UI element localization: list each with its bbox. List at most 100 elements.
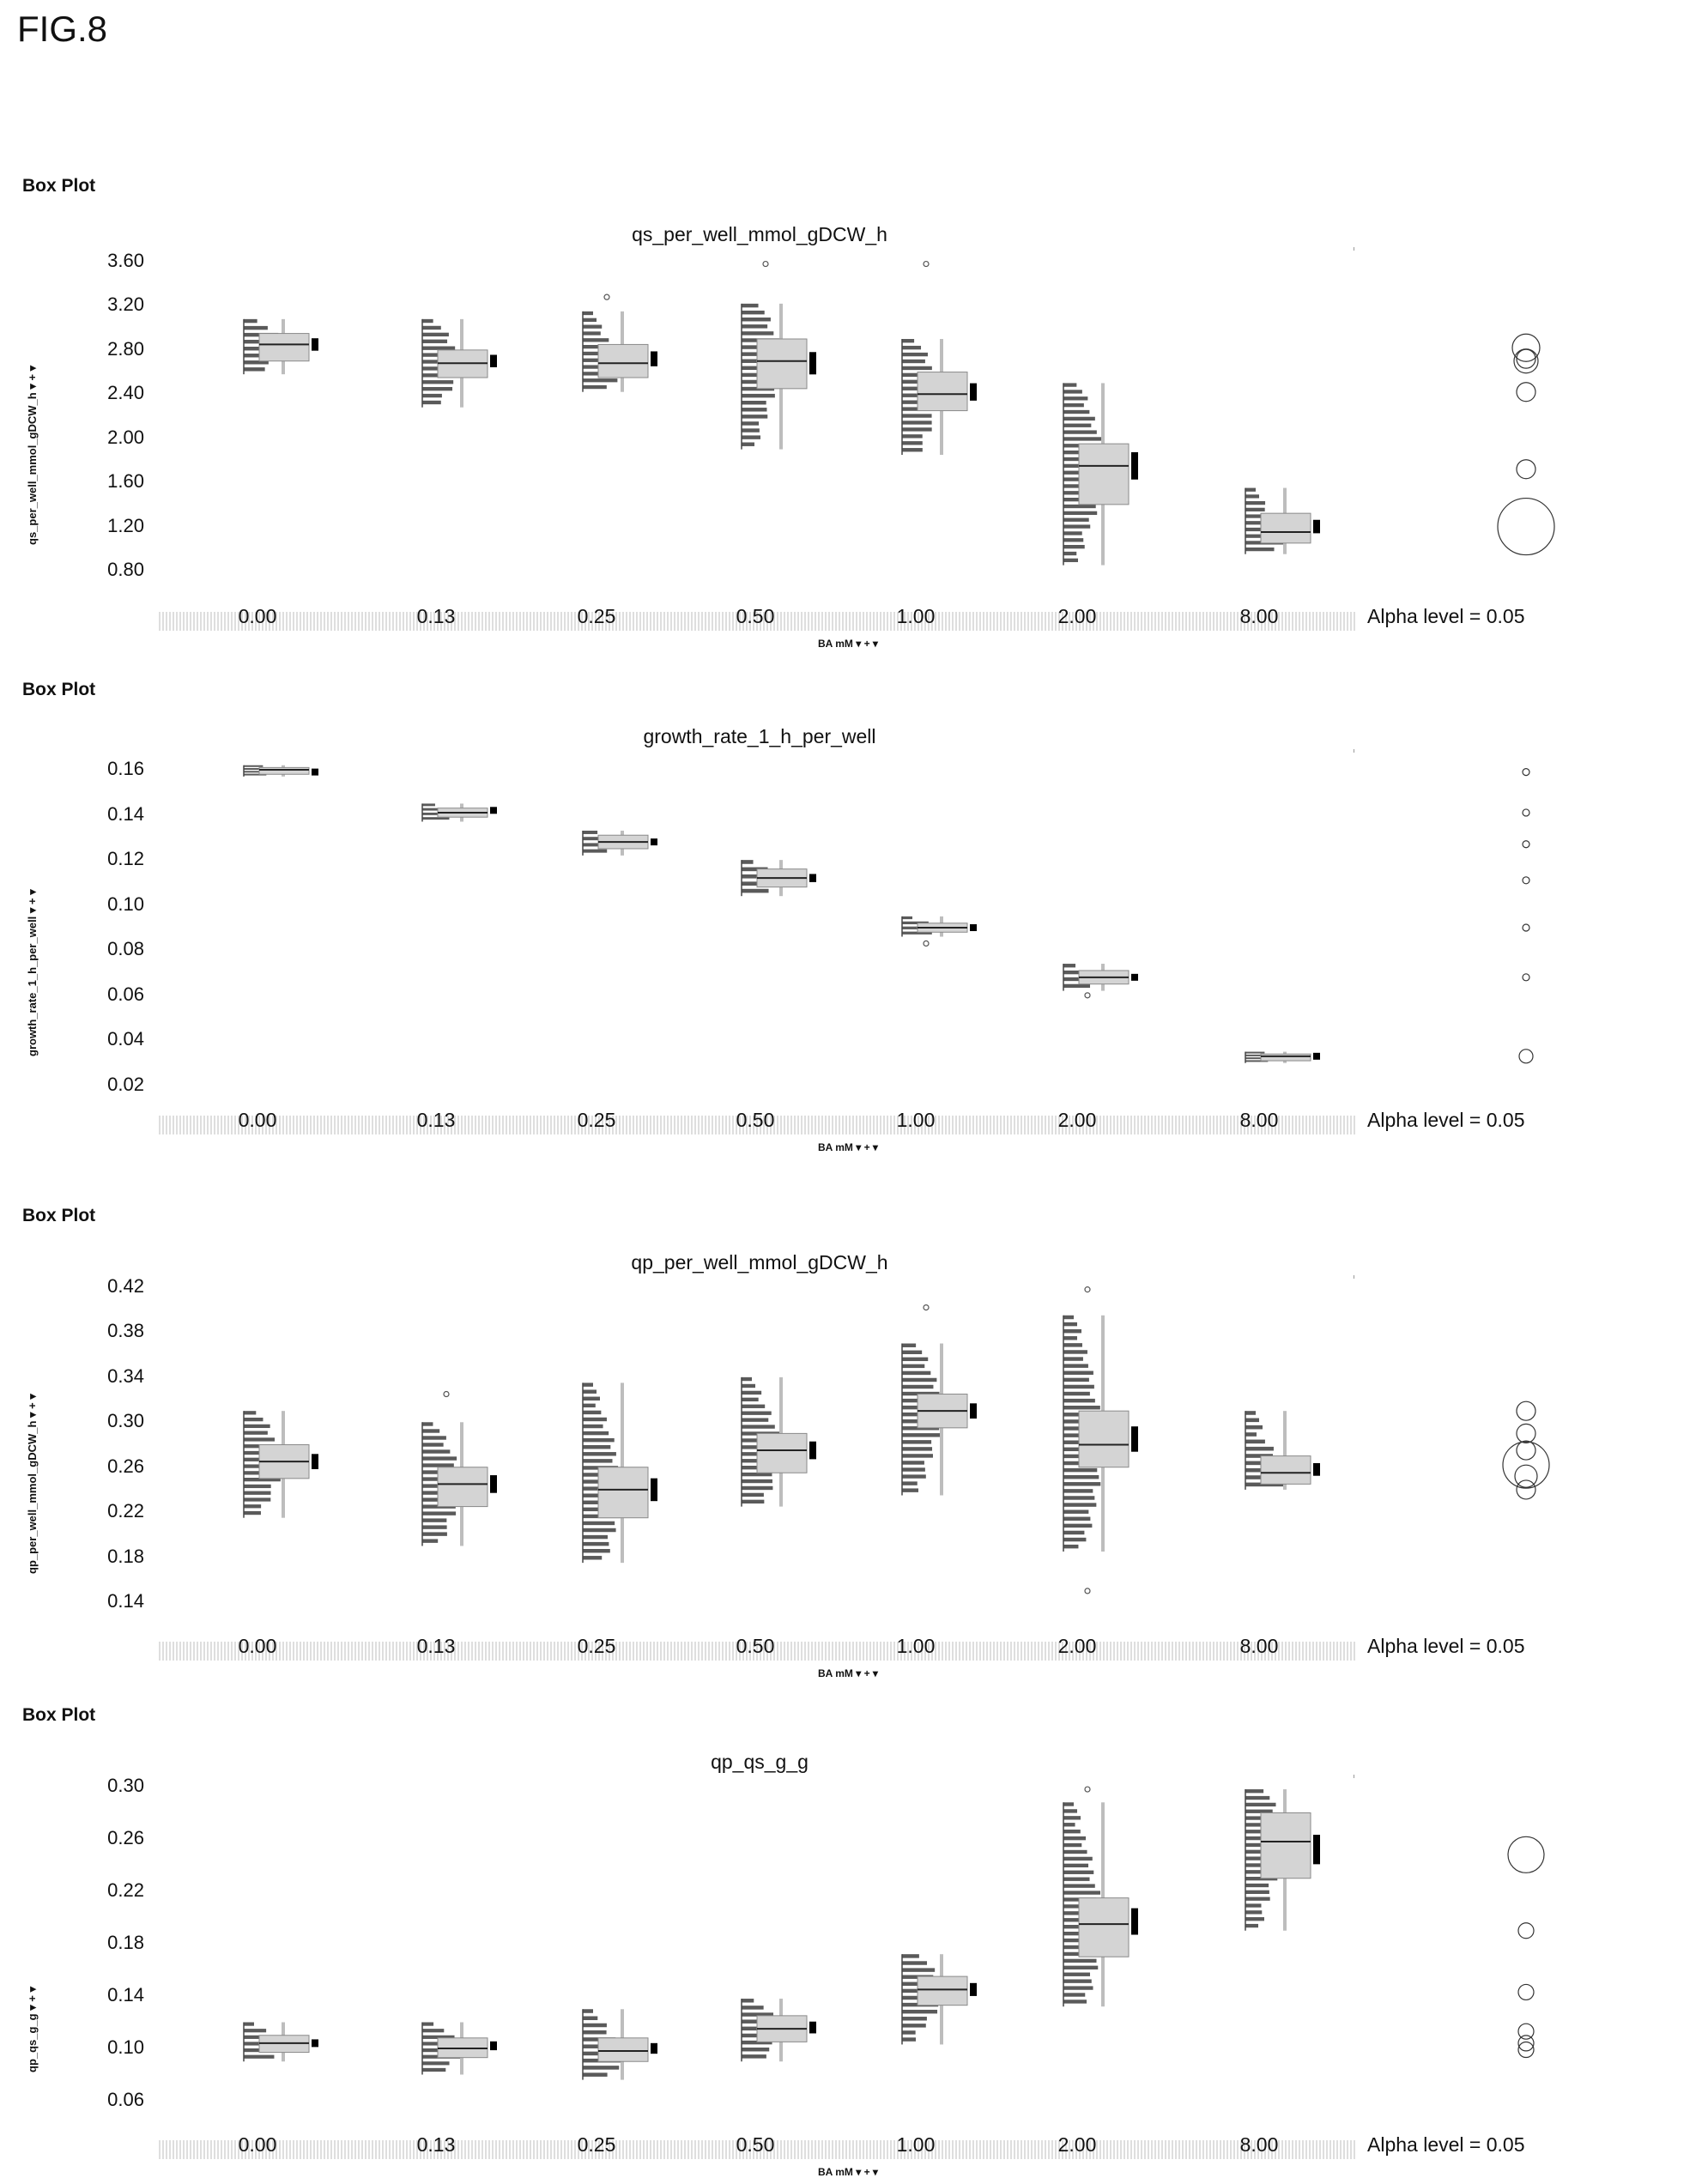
histogram-bar <box>1245 1454 1274 1458</box>
histogram-bar <box>742 428 760 433</box>
histogram-bar <box>902 916 912 920</box>
mean-marker <box>970 924 977 931</box>
iqr-box <box>258 333 310 362</box>
histogram-bar <box>742 2047 770 2052</box>
box-1.00 <box>901 1954 977 2045</box>
chart-title: qs_per_well_mmol_gDCW_h <box>632 223 887 245</box>
x-tick-label: 0.25 <box>577 2133 616 2156</box>
x-axis-label-text: BA mM <box>818 1667 853 1679</box>
histogram-bar <box>1245 1903 1262 1908</box>
histogram-bar <box>244 1478 281 1482</box>
histogram-bar <box>1063 1315 1074 1320</box>
x-tick-label: 0.50 <box>736 1109 775 1131</box>
histogram-bar <box>583 318 597 322</box>
x-axis-controls-icon[interactable]: ▾ + ▾ <box>852 638 878 650</box>
histogram-bar <box>902 420 932 425</box>
x-axis-controls-icon[interactable]: ▾ + ▾ <box>852 1141 878 1153</box>
y-tick-label: 2.40 <box>107 382 144 404</box>
box-2.00 <box>1063 1286 1138 1594</box>
mean-marker <box>490 1475 497 1493</box>
comparison-circle <box>1516 1440 1536 1461</box>
box-0.13 <box>421 1390 497 1546</box>
histogram-bar <box>902 931 932 935</box>
histogram-bar <box>1245 1789 1264 1794</box>
x-axis-controls-icon[interactable]: ▾ + ▾ <box>852 2166 878 2178</box>
histogram-bar <box>902 441 923 445</box>
histogram-bar <box>1063 409 1090 414</box>
x-tick-label: 2.00 <box>1057 2133 1097 2156</box>
histogram-bar <box>1245 1432 1257 1437</box>
histogram-bar <box>1063 1370 1093 1375</box>
histogram-bar <box>1063 1802 1074 1806</box>
histogram-bar <box>422 808 452 811</box>
histogram-bar <box>902 1968 936 1972</box>
histogram-bar <box>1063 1884 1095 1888</box>
histogram-bar <box>422 1539 439 1543</box>
x-axis-label: BA mM ▾ + ▾ <box>818 2166 878 2178</box>
histogram-bar <box>902 1357 929 1362</box>
histogram-bar <box>1063 558 1078 563</box>
histogram-bar <box>422 1449 451 1454</box>
histogram-bar <box>244 2054 275 2059</box>
x-tick-label: 0.13 <box>416 605 456 627</box>
x-tick-label: 8.00 <box>1239 1109 1279 1131</box>
histogram-bar <box>1063 423 1092 427</box>
histogram-bar <box>1063 1516 1091 1521</box>
histogram-bar <box>1063 396 1088 401</box>
histogram-bar <box>1245 1917 1264 1921</box>
panel-header: Box Plot <box>22 1206 96 1225</box>
histogram-bar <box>902 427 932 432</box>
histogram-bar <box>902 339 915 343</box>
histogram-bar <box>422 386 453 391</box>
x-tick-label: 2.00 <box>1057 1109 1097 1131</box>
histogram-bar <box>1063 1823 1075 1827</box>
histogram-bar <box>1063 1972 1091 1976</box>
histogram-bar <box>1063 1856 1093 1861</box>
histogram-bar <box>422 1532 447 1536</box>
histogram-bar <box>742 867 768 872</box>
histogram-bar <box>742 1376 752 1382</box>
histogram-bar <box>902 352 928 357</box>
histogram-bar <box>583 338 609 342</box>
histogram-bar <box>1063 403 1084 408</box>
histogram-bar <box>422 1443 444 1447</box>
comparison-circle <box>1516 1479 1536 1500</box>
histogram-bar <box>1063 1863 1089 1868</box>
histogram-bar <box>1063 1398 1095 1403</box>
histogram-bar <box>742 1472 772 1477</box>
histogram-bar <box>742 435 760 439</box>
histogram-bar <box>583 1410 602 1415</box>
histogram-bar <box>583 1396 600 1401</box>
histogram-bar <box>1063 1993 1086 1997</box>
box-2.00 <box>1063 964 1138 999</box>
chart-title: qp_per_well_mmol_gDCW_h <box>631 1251 888 1274</box>
histogram-bar <box>583 1541 609 1546</box>
histogram-bar <box>742 1383 755 1388</box>
comparison-circle <box>1522 808 1530 817</box>
histogram-bar <box>583 1437 615 1443</box>
histogram-bar <box>902 1961 928 1965</box>
x-axis-band <box>159 1642 1356 1661</box>
histogram-bar <box>1063 1877 1090 1881</box>
histogram-bar <box>742 1404 766 1408</box>
histogram-bar <box>902 1370 931 1376</box>
histogram-bar <box>902 1467 925 1472</box>
histogram-bar <box>244 2022 254 2026</box>
mean-marker <box>651 351 657 366</box>
histogram-bar <box>583 2009 593 2013</box>
histogram-bar <box>244 1437 276 1442</box>
histogram-bar <box>1063 1406 1100 1410</box>
y-tick-label: 0.22 <box>107 1879 144 1901</box>
histogram-bar <box>244 1504 262 1509</box>
box-0.50 <box>741 860 816 897</box>
histogram-bar <box>742 2012 773 2017</box>
histogram-bar <box>583 1417 607 1422</box>
histogram-bar <box>1063 1830 1081 1834</box>
histogram-bar <box>583 331 601 336</box>
histogram-bar <box>742 1499 765 1504</box>
histogram-bar <box>902 1433 941 1437</box>
histogram-bar <box>742 860 754 864</box>
x-axis-controls-icon[interactable]: ▾ + ▾ <box>852 1667 878 1679</box>
histogram-bar <box>902 1447 933 1451</box>
